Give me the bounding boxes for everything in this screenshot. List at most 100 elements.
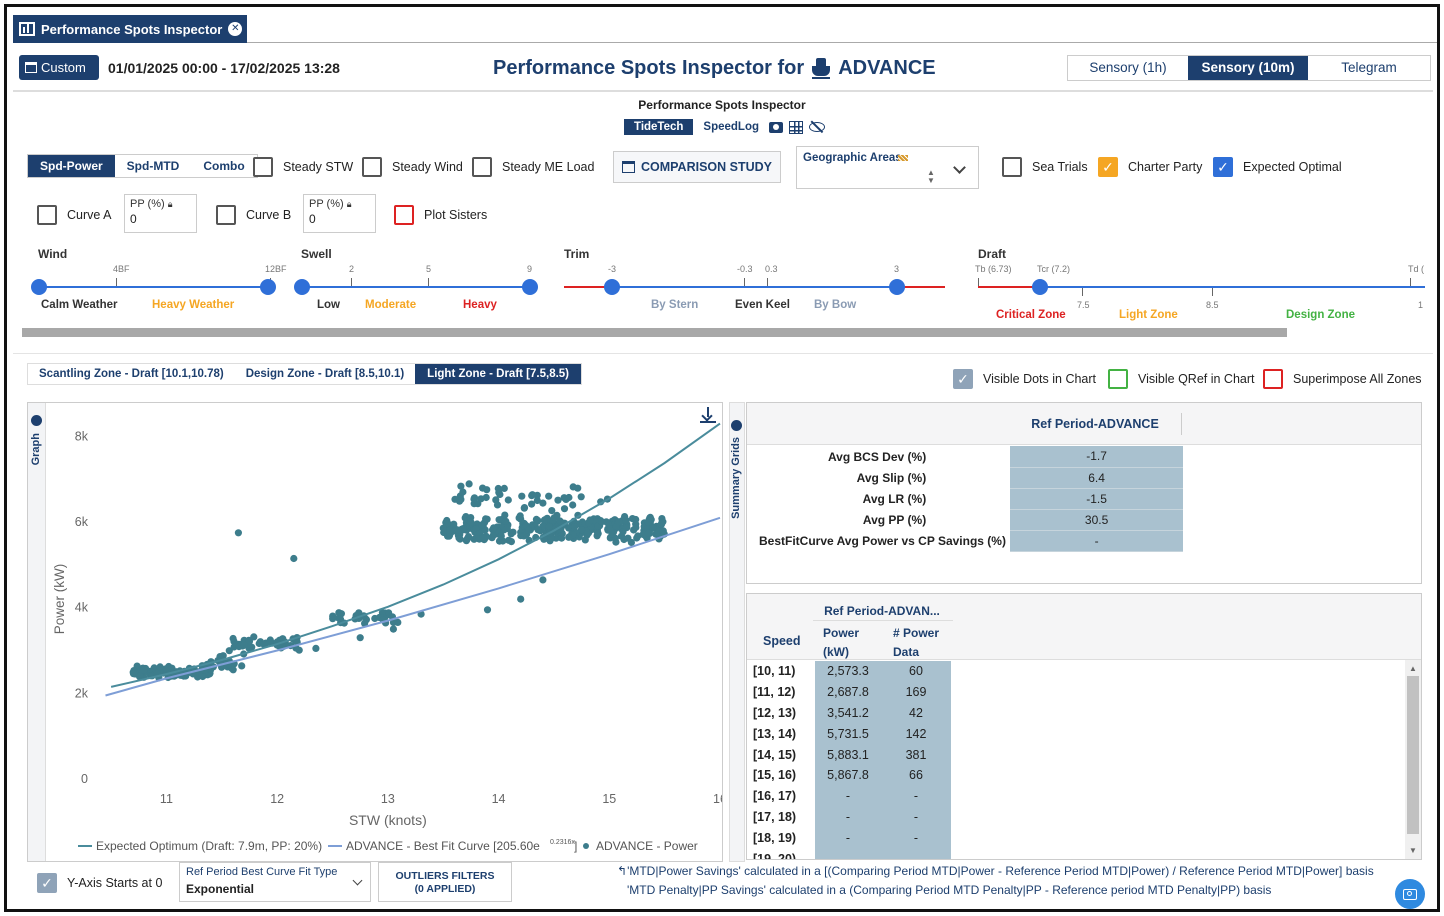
- visible-qref-label: Visible QRef in Chart: [1138, 372, 1255, 386]
- sea-trials-checkbox[interactable]: [1002, 157, 1022, 177]
- speed-table: [10, 11) 2,573.3 60 [11, 12) 2,687.8 169 [12, …: [753, 661, 951, 859]
- geographic-areas-select[interactable]: Geographic Areas ▲ ▼: [796, 146, 979, 189]
- plot-sisters-filter[interactable]: Plot Sisters: [394, 205, 487, 225]
- custom-date-button[interactable]: Custom: [19, 55, 99, 80]
- superimpose-filter[interactable]: Superimpose All Zones: [1263, 369, 1422, 389]
- visible-qref-checkbox[interactable]: [1108, 369, 1128, 389]
- download-icon[interactable]: [700, 407, 716, 423]
- y-axis-zero-checkbox[interactable]: ✓: [37, 873, 57, 893]
- visible-qref-filter[interactable]: Visible QRef in Chart: [1108, 369, 1255, 389]
- stepper-icon[interactable]: ▲ ▼: [927, 168, 935, 185]
- y-axis-zero-filter[interactable]: ✓ Y-Axis Starts at 0: [37, 873, 162, 893]
- charter-party-checkbox[interactable]: ✓: [1098, 157, 1118, 177]
- swell-slider-track[interactable]: [301, 286, 531, 288]
- steady-me-checkbox[interactable]: [472, 157, 492, 177]
- wind-slider-track[interactable]: [38, 286, 270, 288]
- data-point: [649, 523, 657, 531]
- draft-slider-track[interactable]: [1040, 286, 1425, 288]
- fit-type-select[interactable]: Ref Period Best Curve Fit Type Exponenti…: [179, 862, 371, 902]
- data-point: [450, 520, 458, 528]
- data-point: [632, 515, 640, 524]
- trim-handle-min[interactable]: [604, 279, 620, 295]
- speed-grid-scrollbar[interactable]: ▲ ▼: [1405, 660, 1421, 859]
- tab-sensory-10m[interactable]: Sensory (10m): [1188, 56, 1308, 80]
- graph-toggle-icon[interactable]: [31, 415, 42, 426]
- curve-b-pp-field[interactable]: PP (%) 🔒︎ 0: [303, 194, 376, 233]
- visible-dots-checkbox[interactable]: ✓: [953, 369, 973, 389]
- steady-wind-filter[interactable]: Steady Wind: [362, 157, 463, 177]
- curve-b-checkbox[interactable]: [216, 205, 236, 225]
- tab-sensory-1h[interactable]: Sensory (1h): [1089, 60, 1167, 75]
- wind-handle-min[interactable]: [31, 279, 47, 295]
- expected-optimal-filter[interactable]: ✓ Expected Optimal: [1213, 157, 1342, 177]
- charter-party-filter[interactable]: ✓ Charter Party: [1098, 157, 1202, 177]
- curve-a-checkbox[interactable]: [37, 205, 57, 225]
- superimpose-checkbox[interactable]: [1263, 369, 1283, 389]
- y-tick-label: 4k: [75, 601, 89, 615]
- steady-stw-filter[interactable]: Steady STW: [253, 157, 353, 177]
- curve-a-filter[interactable]: Curve A: [37, 205, 111, 225]
- visible-dots-filter[interactable]: ✓ Visible Dots in Chart: [953, 369, 1096, 389]
- data-point: [483, 606, 492, 614]
- curve-b-filter[interactable]: Curve B: [216, 205, 291, 225]
- trim-handle-max[interactable]: [889, 279, 905, 295]
- mode-spd-mtd[interactable]: Spd-MTD: [126, 159, 180, 173]
- camera-icon[interactable]: [769, 121, 784, 133]
- data-point: [290, 554, 298, 563]
- count-cell: -: [881, 827, 951, 849]
- tab-telegram[interactable]: Telegram: [1341, 60, 1397, 75]
- swell-handle-max[interactable]: [522, 279, 538, 295]
- footer-note-1: ↰'MTD|Power Savings' calculated in a [(C…: [617, 864, 1374, 878]
- tab-tidetech[interactable]: TideTech: [624, 119, 694, 135]
- speed-cell: [15, 16): [753, 768, 797, 783]
- power-speed-chart[interactable]: 0 2k 4k 6k 8k 11 12 13 14 15 16 STW (knots) Power (k…: [28, 403, 722, 861]
- tab-speedlog[interactable]: SpeedLog: [703, 121, 760, 133]
- sliders-scrollbar[interactable]: [22, 328, 1287, 337]
- legend-best-fit-bracket: ]: [574, 839, 577, 853]
- data-point: [569, 501, 577, 509]
- screenshot-fab[interactable]: [1395, 879, 1425, 909]
- tab-scantling-zone[interactable]: Scantling Zone - Draft [10.1,10.78): [39, 368, 224, 380]
- plot-sisters-checkbox[interactable]: [394, 205, 414, 225]
- expected-optimal-checkbox[interactable]: ✓: [1213, 157, 1233, 177]
- curve-b-pp-value[interactable]: 0: [309, 212, 316, 226]
- camera-icon: [1403, 888, 1417, 900]
- chevron-down-icon[interactable]: [953, 161, 966, 174]
- summary-toggle-icon[interactable]: [731, 420, 742, 431]
- map-icon: [898, 155, 908, 161]
- tab-design-zone[interactable]: Design Zone - Draft [8.5,10.1): [245, 368, 405, 380]
- tab-light-zone[interactable]: Light Zone - Draft [7.5,8.5): [415, 364, 582, 384]
- app-tab[interactable]: Performance Spots Inspector ✕: [13, 15, 247, 43]
- mode-spd-power[interactable]: Spd-Power: [28, 155, 115, 177]
- mode-combo[interactable]: Combo: [203, 159, 245, 173]
- curve-a-pp-value[interactable]: 0: [130, 212, 137, 226]
- swell-zone-moderate: Moderate: [365, 299, 417, 311]
- comparison-study-button[interactable]: COMPARISON STUDY: [613, 151, 781, 183]
- data-point: [451, 495, 459, 503]
- close-icon[interactable]: ✕: [228, 22, 243, 36]
- visible-dots-label: Visible Dots in Chart: [983, 372, 1097, 386]
- sea-trials-filter[interactable]: Sea Trials: [1002, 157, 1088, 177]
- draft-tick-tcr: Tcr (7.2): [1037, 264, 1071, 274]
- data-point: [574, 484, 582, 492]
- speed-row: [12, 13) 3,541.2 42: [753, 702, 951, 724]
- count-cell: -: [881, 848, 951, 859]
- wind-handle-max[interactable]: [260, 279, 276, 295]
- x-tick-label: 13: [381, 792, 395, 806]
- steady-stw-checkbox[interactable]: [253, 157, 273, 177]
- draft-handle[interactable]: [1032, 279, 1048, 295]
- steady-wind-checkbox[interactable]: [362, 157, 382, 177]
- trim-slider-track[interactable]: [611, 286, 897, 288]
- draft-zone-critical: Critical Zone: [996, 309, 1066, 321]
- summary-side-label: Summary Grids: [730, 437, 742, 519]
- steady-me-filter[interactable]: Steady ME Load: [472, 157, 594, 177]
- eye-hidden-icon[interactable]: [809, 120, 826, 134]
- grid-icon[interactable]: [789, 120, 804, 134]
- outliers-filters-button[interactable]: OUTLIERS FILTERS (0 APPLIED): [378, 862, 512, 902]
- swell-handle-min[interactable]: [294, 279, 310, 295]
- curve-a-pp-field[interactable]: PP (%) 🔒︎ 0: [124, 194, 197, 233]
- scrollbar-thumb[interactable]: [1407, 676, 1419, 834]
- speed-cell: [10, 11): [753, 664, 796, 679]
- app-tab-strip: Performance Spots Inspector ✕: [13, 13, 1437, 43]
- data-point: [560, 505, 569, 513]
